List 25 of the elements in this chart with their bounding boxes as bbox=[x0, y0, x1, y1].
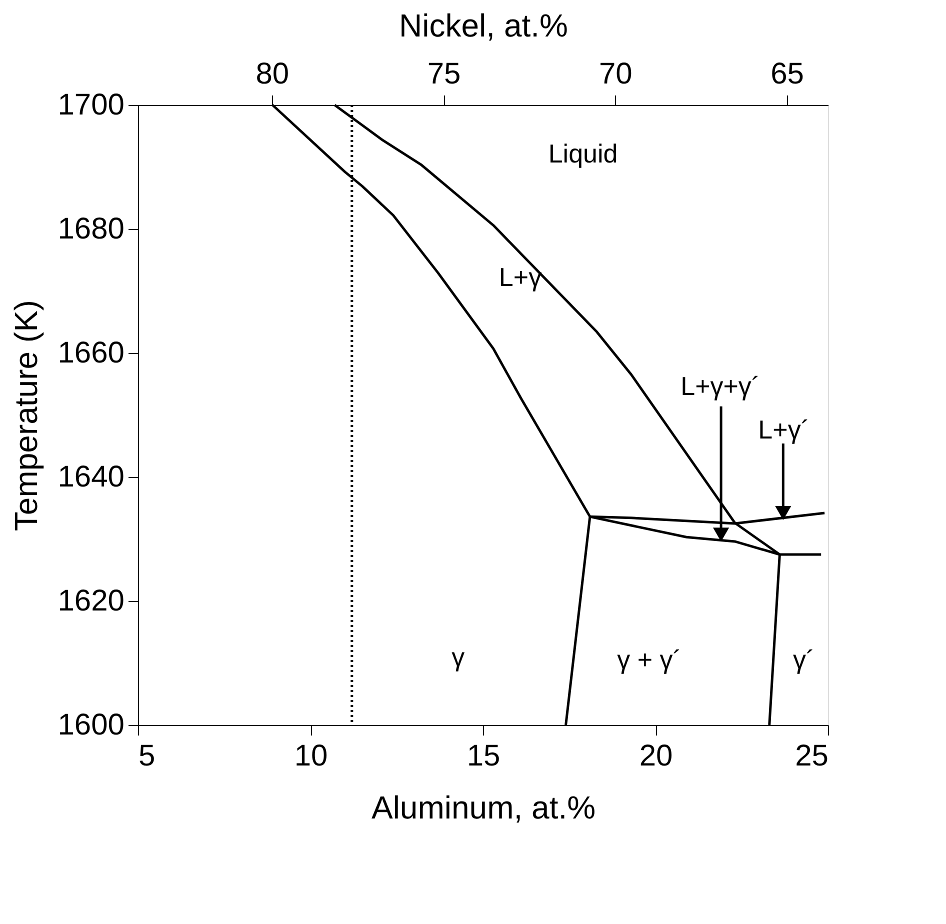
y-tick-label: 1620 bbox=[58, 584, 124, 618]
annotation: γ + γ´ bbox=[617, 644, 682, 675]
annotation: γ bbox=[452, 642, 465, 672]
annotation: L+γ´ bbox=[758, 414, 810, 444]
x2-tick-label: 75 bbox=[427, 58, 461, 90]
annotation: γ´ bbox=[793, 644, 815, 675]
x2-tick-label: 70 bbox=[598, 58, 632, 90]
x2-axis-title: Nickel, at.% bbox=[399, 8, 568, 44]
x-tick-label: 25 bbox=[795, 740, 828, 772]
annotation: Liquid bbox=[548, 138, 618, 169]
annotation: L+γ bbox=[498, 262, 542, 292]
y-tick-label: 1680 bbox=[58, 212, 124, 246]
y-tick-label: 1700 bbox=[58, 88, 124, 122]
y-tick-label: 1600 bbox=[58, 708, 124, 742]
annotation: L+γ+γ´ bbox=[680, 371, 760, 402]
y-tick-label: 1660 bbox=[58, 336, 124, 370]
x-tick-label: 20 bbox=[639, 740, 673, 772]
x-axis-title: Aluminum, at.% bbox=[371, 790, 596, 826]
y-tick-label: 1640 bbox=[58, 460, 124, 494]
x-tick-label: 5 bbox=[138, 740, 156, 772]
x2-tick-label: 65 bbox=[770, 58, 804, 90]
x-tick-label: 15 bbox=[466, 740, 500, 772]
x-tick-label: 10 bbox=[294, 740, 328, 772]
y-axis-title: Temperature (K) bbox=[8, 300, 44, 532]
x2-tick-label: 80 bbox=[256, 58, 290, 90]
